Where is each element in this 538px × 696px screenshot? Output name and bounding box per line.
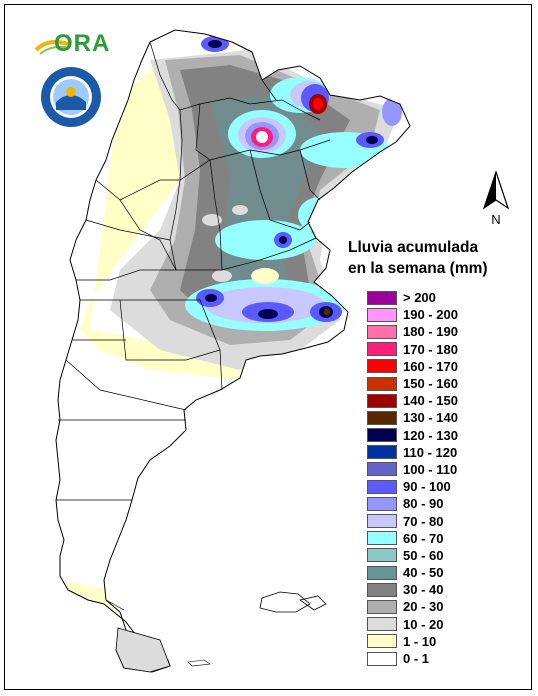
legend-swatch <box>367 617 397 632</box>
legend-item: 190 - 200 <box>367 306 507 323</box>
legend-label: 130 - 140 <box>403 410 458 426</box>
legend-label: 50 - 60 <box>403 547 444 563</box>
legend-item: > 200 <box>367 289 507 306</box>
legend-item: 60 - 70 <box>367 530 507 547</box>
legend-item: 80 - 90 <box>367 495 507 512</box>
rainfall-field <box>58 36 402 610</box>
legend-swatch <box>367 531 397 546</box>
province-boundaries <box>56 41 331 611</box>
legend-swatch <box>367 359 397 374</box>
legend-label: 80 - 90 <box>403 496 444 512</box>
legend-item: 170 - 180 <box>367 341 507 358</box>
legend-item: 40 - 50 <box>367 564 507 581</box>
smn-seal-logo <box>40 66 102 128</box>
legend-item: 10 - 20 <box>367 616 507 633</box>
legend-label: 160 - 170 <box>403 358 458 374</box>
legend-label: 10 - 20 <box>403 616 444 632</box>
legend-swatch <box>367 479 397 494</box>
legend: > 200 190 - 200 180 - 190 170 - 180 160 - 17… <box>367 289 507 667</box>
legend-label: 90 - 100 <box>403 479 451 495</box>
legend-item: 90 - 100 <box>367 478 507 495</box>
legend-label: 70 - 80 <box>403 513 444 529</box>
isla-de-los-estados <box>187 659 211 667</box>
legend-swatch <box>367 651 397 666</box>
legend-swatch <box>367 582 397 597</box>
legend-item: 100 - 110 <box>367 461 507 478</box>
legend-label: 60 - 70 <box>403 530 444 546</box>
north-arrow: N <box>478 170 514 227</box>
legend-swatch <box>367 462 397 477</box>
legend-label: 120 - 130 <box>403 427 458 443</box>
legend-swatch <box>367 307 397 322</box>
legend-swatch <box>367 565 397 580</box>
legend-item: 30 - 40 <box>367 581 507 598</box>
legend-item: 160 - 170 <box>367 358 507 375</box>
ora-logo <box>34 30 104 60</box>
legend-item: 110 - 120 <box>367 444 507 461</box>
legend-label: 100 - 110 <box>403 461 458 477</box>
legend-swatch <box>367 496 397 511</box>
legend-title-line-2: en la semana (mm) <box>348 260 488 277</box>
legend-label: 180 - 190 <box>403 324 458 340</box>
legend-title: Lluvia acumulada en la semana (mm) <box>348 237 518 279</box>
legend-swatch <box>367 599 397 614</box>
legend-label: 140 - 150 <box>403 393 458 409</box>
legend-item: 140 - 150 <box>367 392 507 409</box>
legend-item: 1 - 10 <box>367 633 507 650</box>
north-label: N <box>491 212 500 226</box>
tierra-del-fuego <box>115 627 171 673</box>
legend-swatch <box>367 376 397 391</box>
legend-title-line-1: Lluvia acumulada <box>348 239 479 256</box>
legend-swatch <box>367 634 397 649</box>
legend-label: 150 - 160 <box>403 376 458 392</box>
legend-swatch <box>367 428 397 443</box>
legend-label: 1 - 10 <box>403 633 437 649</box>
legend-item: 20 - 30 <box>367 598 507 615</box>
legend-item: 130 - 140 <box>367 409 507 426</box>
legend-swatch <box>367 548 397 563</box>
legend-item: 70 - 80 <box>367 512 507 529</box>
legend-item: 150 - 160 <box>367 375 507 392</box>
legend-label: 40 - 50 <box>403 565 444 581</box>
legend-label: > 200 <box>403 290 436 306</box>
legend-label: 0 - 1 <box>403 651 430 667</box>
legend-item: 120 - 130 <box>367 427 507 444</box>
legend-swatch <box>367 393 397 408</box>
legend-label: 30 - 40 <box>403 582 444 598</box>
legend-swatch <box>367 324 397 339</box>
legend-label: 170 - 180 <box>403 341 458 357</box>
legend-swatch <box>367 445 397 460</box>
legend-swatch <box>367 410 397 425</box>
ora-logo-text: ORA <box>54 30 111 57</box>
legend-label: 190 - 200 <box>403 307 458 323</box>
malvinas-islands <box>259 591 327 613</box>
legend-swatch <box>367 290 397 305</box>
legend-label: 20 - 30 <box>403 599 444 615</box>
legend-item: 180 - 190 <box>367 323 507 340</box>
legend-item: 0 - 1 <box>367 650 507 667</box>
legend-item: 50 - 60 <box>367 547 507 564</box>
legend-label: 110 - 120 <box>403 444 458 460</box>
legend-swatch <box>367 514 397 529</box>
legend-swatch <box>367 342 397 357</box>
